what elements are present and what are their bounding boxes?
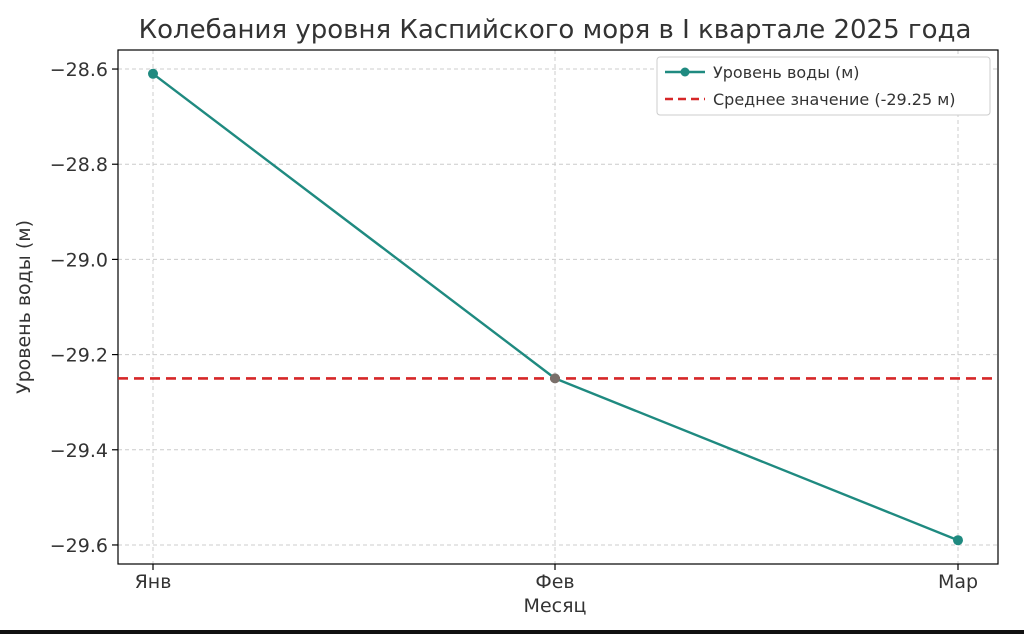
x-axis-ticks: Янв Фев Мар (135, 564, 978, 593)
y-axis-ticks: −28.6 −28.8 −29.0 −29.2 −29.4 −29.6 (50, 59, 118, 557)
x-tick-label: Фев (535, 571, 574, 593)
y-tick-label: −29.2 (50, 345, 108, 367)
y-tick-label: −29.0 (50, 249, 108, 271)
data-point-Янв (148, 68, 158, 79)
bottom-border (0, 630, 1024, 634)
legend: Уровень воды (м) Среднее значение (-29.2… (656, 56, 991, 116)
legend-series-marker (680, 67, 690, 77)
legend-reference-label: Среднее значение (-29.25 м) (713, 90, 956, 109)
grid (118, 50, 998, 564)
plot-area-frame (117, 49, 999, 565)
data-point-Фев (550, 373, 560, 384)
x-tick-label: Мар (938, 571, 978, 593)
data-point-Мар (953, 535, 963, 546)
y-tick-label: −28.8 (50, 154, 108, 176)
y-tick-label: −28.6 (50, 59, 108, 81)
chart-title: Колебания уровня Каспийского моря в I кв… (139, 15, 972, 45)
series-markers (148, 68, 963, 546)
y-tick-label: −29.6 (50, 535, 108, 557)
x-tick-label: Янв (135, 571, 172, 593)
x-axis-label: Месяц (524, 595, 587, 617)
y-tick-label: −29.4 (50, 440, 108, 462)
legend-box (656, 56, 991, 116)
legend-series-label: Уровень воды (м) (713, 63, 860, 82)
y-axis-label: Уровень воды (м) (13, 220, 35, 394)
